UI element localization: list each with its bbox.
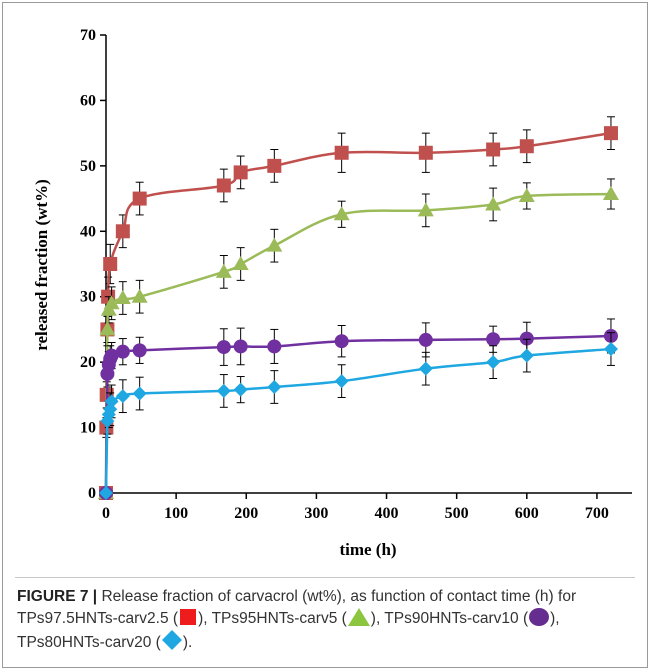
- series-layer: [98, 116, 619, 500]
- data-point: [216, 340, 231, 355]
- x-tick-label: 700: [585, 505, 609, 522]
- x-tick-label: 500: [445, 505, 469, 522]
- data-point: [114, 290, 131, 305]
- green-triangle-icon: [347, 608, 370, 626]
- data-point: [333, 206, 350, 221]
- data-point: [216, 383, 231, 398]
- data-point: [603, 126, 618, 141]
- data-point: [103, 257, 118, 271]
- caption-text-2: ), TPs95HNTs-carv5 (: [198, 610, 347, 627]
- data-point: [334, 145, 349, 160]
- data-point: [486, 142, 501, 157]
- data-point: [418, 361, 433, 376]
- data-point: [334, 374, 349, 389]
- data-point: [334, 334, 349, 349]
- data-point: [99, 321, 116, 336]
- data-point: [104, 394, 119, 409]
- data-point: [132, 386, 147, 401]
- data-point: [519, 139, 534, 154]
- data-point: [233, 339, 248, 354]
- y-tick-label: 10: [80, 420, 96, 437]
- caption-text-5: ).: [182, 634, 193, 651]
- data-point: [418, 332, 433, 347]
- x-tick-label: 600: [515, 505, 539, 522]
- caption-text-1: Release fraction of carvacrol (wt%), as …: [17, 588, 577, 627]
- series-line: [104, 334, 611, 494]
- figure-caption: FIGURE 7 | Release fraction of carvacrol…: [17, 586, 635, 654]
- series-line: [104, 192, 611, 494]
- data-point: [131, 288, 148, 303]
- x-tick-label: 200: [234, 505, 258, 522]
- y-tick-label: 0: [88, 485, 96, 502]
- y-tick-label: 50: [80, 158, 96, 175]
- series-line: [104, 131, 612, 494]
- data-point: [486, 332, 501, 347]
- series-square: [99, 116, 618, 500]
- caption-divider: [15, 577, 635, 578]
- y-tick-label: 70: [80, 27, 96, 44]
- purple-circle-icon: [529, 608, 550, 626]
- data-point: [216, 178, 231, 193]
- data-point: [115, 344, 130, 359]
- data-point: [115, 224, 130, 239]
- data-point: [233, 165, 248, 180]
- x-axis-label: time (h): [339, 540, 396, 559]
- data-point: [215, 263, 232, 278]
- data-point: [132, 191, 147, 206]
- data-point: [266, 237, 283, 252]
- data-point: [518, 187, 535, 202]
- series-diamond: [99, 332, 618, 500]
- x-tick-label: 0: [102, 505, 110, 522]
- series-circle: [99, 318, 618, 500]
- data-point: [103, 295, 120, 310]
- y-tick-label: 60: [80, 92, 96, 109]
- blue-diamond-icon: [161, 630, 182, 650]
- red-square-icon: [180, 609, 197, 625]
- data-point: [267, 339, 282, 354]
- data-point: [104, 348, 119, 363]
- data-point: [519, 348, 534, 363]
- data-point: [233, 382, 248, 397]
- x-tick-label: 400: [375, 505, 399, 522]
- data-point: [417, 202, 434, 217]
- y-axis-label: released fraction (wt%): [32, 179, 51, 351]
- data-point: [486, 355, 501, 370]
- series-line: [104, 347, 612, 494]
- y-tick-label: 30: [80, 289, 96, 306]
- data-point: [132, 343, 147, 358]
- figure-label: FIGURE 7 |: [17, 588, 98, 605]
- series-triangle: [98, 178, 619, 499]
- data-point: [99, 486, 113, 500]
- caption-text-3: ), TPs90HNTs-carv10 (: [370, 610, 529, 627]
- data-point: [115, 389, 130, 404]
- data-point: [418, 145, 433, 160]
- data-point: [232, 256, 249, 270]
- y-tick-label: 40: [80, 223, 96, 240]
- data-point: [519, 331, 534, 346]
- y-tick-label: 20: [80, 354, 96, 371]
- data-point: [267, 158, 282, 173]
- x-tick-label: 300: [304, 505, 328, 522]
- data-point: [602, 185, 619, 200]
- data-point: [603, 342, 618, 357]
- caption-text-4: ), TPs80HNTs-carv20 (: [17, 610, 560, 651]
- data-point: [267, 380, 282, 395]
- x-tick-label: 100: [164, 505, 188, 522]
- data-point: [485, 196, 502, 211]
